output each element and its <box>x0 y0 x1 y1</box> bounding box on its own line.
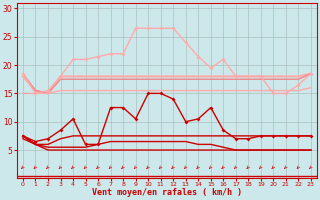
X-axis label: Vent moyen/en rafales ( km/h ): Vent moyen/en rafales ( km/h ) <box>92 188 242 197</box>
